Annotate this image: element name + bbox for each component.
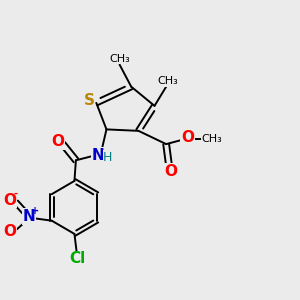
Text: H: H: [103, 151, 112, 164]
Text: Cl: Cl: [70, 251, 86, 266]
Text: CH₃: CH₃: [109, 54, 130, 64]
Text: CH₃: CH₃: [202, 134, 223, 144]
Text: N: N: [23, 209, 36, 224]
Text: O: O: [4, 193, 16, 208]
Text: S: S: [83, 93, 94, 108]
Text: +: +: [31, 206, 39, 216]
Text: O: O: [164, 164, 177, 179]
Text: O: O: [181, 130, 194, 146]
Text: CH₃: CH₃: [157, 76, 178, 86]
Text: O: O: [4, 224, 16, 239]
Text: N: N: [92, 148, 105, 163]
Text: O: O: [51, 134, 64, 149]
Text: -: -: [13, 189, 17, 199]
